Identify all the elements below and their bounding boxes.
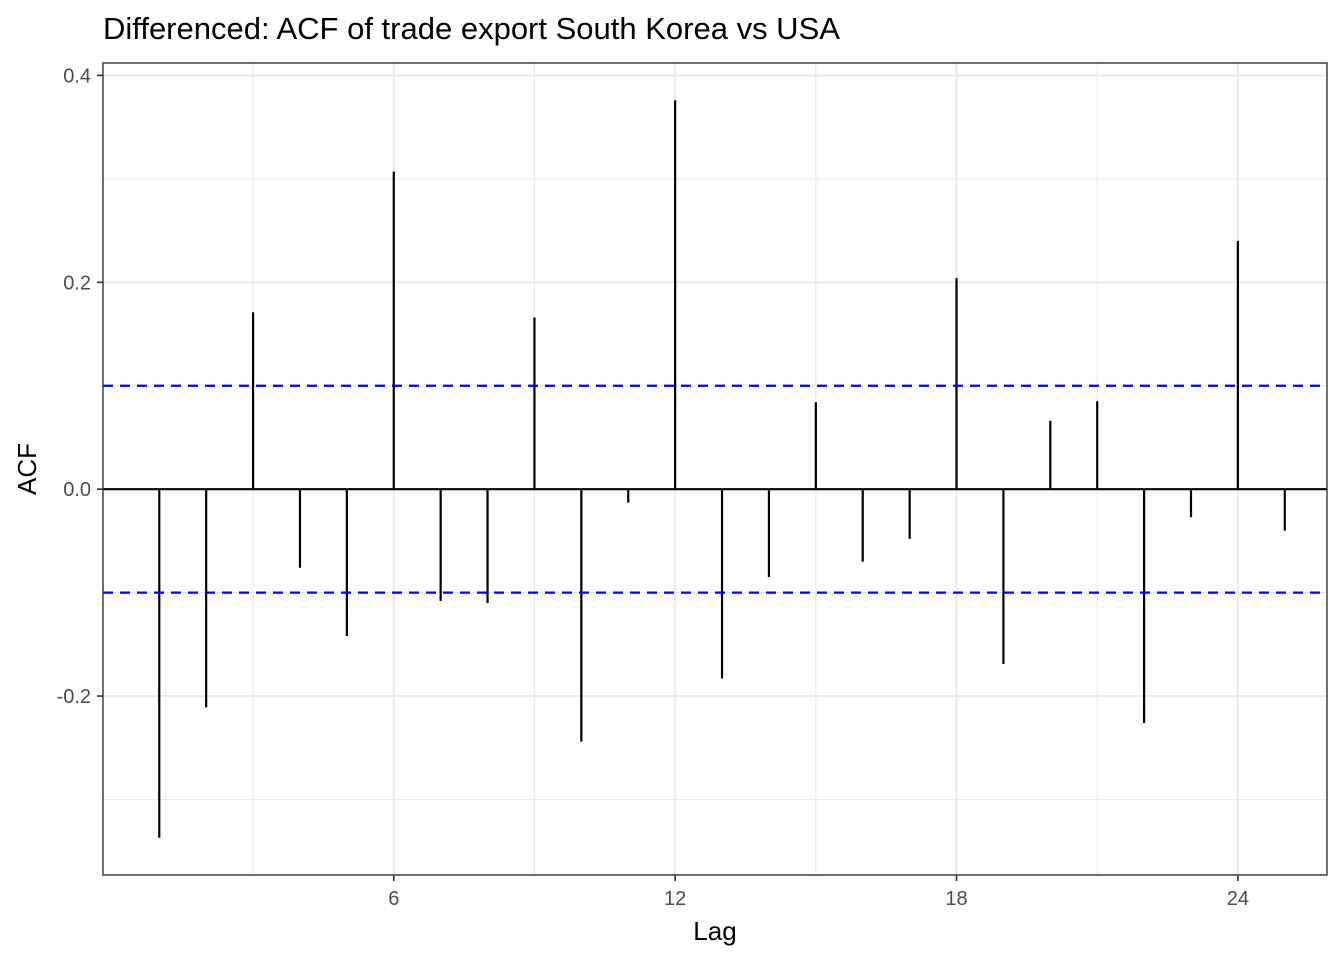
- chart-title: Differenced: ACF of trade export South K…: [103, 11, 840, 46]
- y-axis-title: ACF: [12, 443, 42, 495]
- x-tick-label: 18: [945, 888, 967, 910]
- axes: -0.2 0.0 0.2 0.4 6 12 18 24: [57, 65, 1249, 910]
- y-tick-label: 0.0: [63, 479, 91, 501]
- y-tick-label: -0.2: [57, 686, 91, 708]
- y-tick-label: 0.2: [63, 272, 91, 294]
- confidence-bounds: [103, 384, 1327, 594]
- x-tick-label: 24: [1227, 888, 1249, 910]
- plot-panel-border: [102, 62, 1328, 876]
- grid-lines: [103, 63, 1327, 875]
- x-axis-title: Lag: [693, 916, 736, 946]
- x-tick-label: 12: [664, 888, 686, 910]
- acf-spikes: [103, 100, 1327, 838]
- y-tick-label: 0.4: [63, 65, 91, 87]
- x-tick-label: 6: [388, 888, 399, 910]
